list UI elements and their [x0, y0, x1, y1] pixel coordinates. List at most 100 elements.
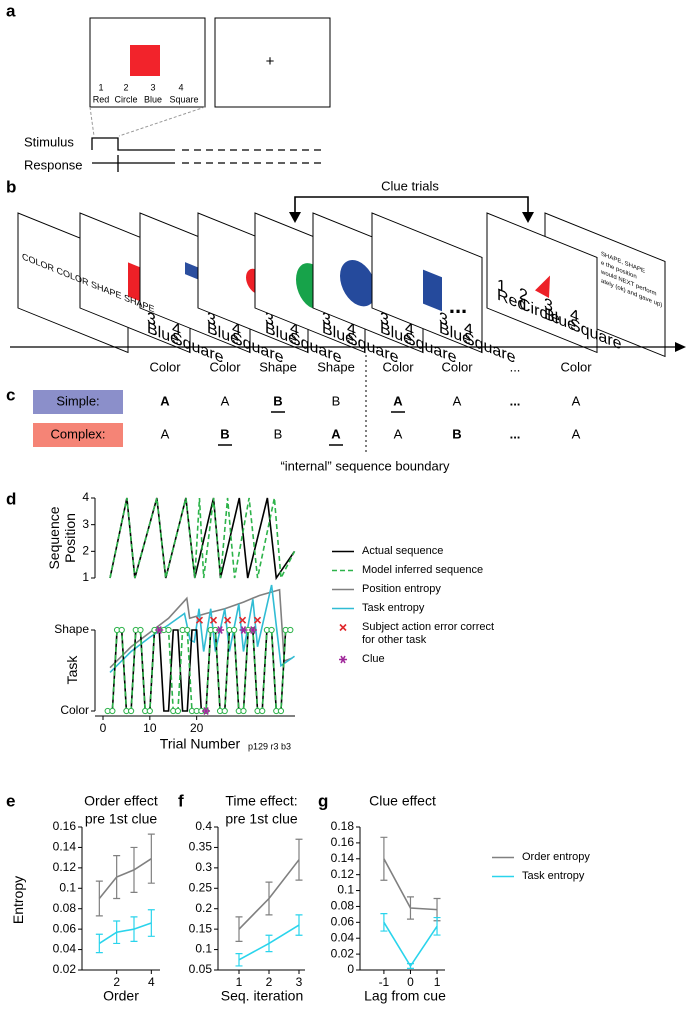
y-tick-label: 3 [82, 517, 89, 531]
response: A [331, 426, 341, 441]
y-axis-label: Task [64, 655, 80, 685]
error-bar [147, 833, 155, 884]
legend-label: Order entropy [522, 851, 590, 863]
arrow-head [522, 212, 534, 223]
marker [165, 626, 172, 634]
marker [155, 626, 164, 634]
x-tick-label: 0 [100, 721, 107, 735]
error-bar [265, 881, 273, 916]
stimulus-shape [535, 275, 550, 299]
legend-swatch [339, 655, 347, 664]
series-line [109, 588, 293, 669]
marker [224, 616, 232, 624]
stimulus-shape [423, 269, 442, 312]
chart-title: Order effect [84, 793, 158, 809]
response: B [452, 426, 461, 441]
x-tick-label: 20 [190, 721, 204, 735]
cell-name: Square [169, 94, 198, 104]
panel-label: f [178, 791, 184, 810]
error-bar [380, 836, 388, 881]
y-tick-label: 0.02 [53, 962, 77, 976]
legend-label: Model inferred sequence [362, 564, 484, 576]
stimulus-square [130, 45, 160, 76]
error-bar [235, 916, 243, 942]
cell-number: 4 [178, 82, 183, 92]
response: B [274, 426, 283, 441]
x-tick-label: 4 [148, 975, 155, 989]
y-tick-label: 0.08 [53, 901, 77, 915]
marker [339, 623, 347, 632]
y-tick-label: 0.25 [189, 880, 213, 894]
x-tick-label: 0 [407, 975, 414, 989]
task-label: Color [209, 359, 241, 374]
response: B [273, 393, 282, 408]
marker [231, 626, 238, 634]
error-bar [433, 916, 441, 936]
cell-number: 4 [347, 318, 356, 340]
y-tick-label: 0.1 [59, 880, 76, 894]
legend-label: Actual sequence [362, 545, 444, 557]
legend-item: Actual sequence [330, 545, 497, 558]
x-tick-label: 1 [434, 975, 441, 989]
arrow-head [675, 342, 686, 352]
legend-item: Task entropy [330, 602, 497, 615]
chart-title: Clue effect [369, 793, 436, 809]
chart-subtitle: pre 1st clue [225, 811, 298, 827]
y-tick-label: 0.35 [189, 840, 213, 854]
marker [184, 626, 191, 634]
y-tick-label: 0.16 [53, 819, 77, 833]
marker [216, 626, 225, 634]
y-tick-label: 0.12 [331, 867, 355, 881]
marker [146, 707, 153, 715]
legend: Actual sequence Model inferred sequence Po… [330, 545, 497, 672]
error-bar [235, 953, 243, 967]
x-axis-label: Trial Number [160, 736, 241, 752]
response: B [220, 426, 229, 441]
error-bar [95, 880, 103, 917]
stimulus-shape [340, 260, 376, 307]
panel-label: b [6, 177, 16, 196]
cell-number: 4 [464, 318, 473, 340]
condition-box [33, 423, 123, 447]
cards: 3Blue4Square3Blue4Square3Blue4Square3Blu… [17, 212, 666, 367]
legend-item: Model inferred sequence [330, 564, 497, 577]
cell-number: 1 [497, 275, 506, 297]
y-tick-label: 0.1 [195, 942, 212, 956]
cell-number: 3 [380, 308, 389, 330]
legend-label: Position entropy [362, 583, 441, 595]
marker [127, 707, 135, 715]
cell-number: 3 [439, 308, 448, 330]
cell-name: Red [93, 94, 110, 104]
response: B [332, 393, 341, 408]
y-tick-label: 0.1 [337, 883, 354, 897]
x-axis-label: Lag from cue [364, 988, 446, 1004]
y-tick-label: 0.06 [331, 915, 355, 929]
cell-name: Circle [114, 94, 137, 104]
response: A [221, 393, 230, 408]
legend: Order entropy Task entropy [490, 851, 657, 889]
cell-number: 3 [147, 308, 156, 330]
legend-swatch [492, 856, 514, 859]
cell-number: 3 [322, 308, 331, 330]
error-bar [295, 838, 303, 881]
clue-label: Clue trials [381, 178, 439, 193]
y-tick-label: 0.04 [331, 930, 355, 944]
panel-label: e [6, 791, 15, 810]
stimulus-shape [185, 262, 201, 281]
legend-item: Task entropy [490, 870, 657, 883]
cell-number: 3 [544, 294, 553, 316]
legend-item: Clue [330, 653, 497, 666]
y-tick-label: 0.14 [331, 851, 355, 865]
error-bar [406, 963, 414, 970]
response: A [572, 426, 581, 441]
series-line [109, 497, 296, 581]
zoom-line [89, 106, 206, 137]
marker [339, 655, 347, 664]
response: ... [510, 426, 521, 441]
legend-label: Task entropy [522, 870, 585, 882]
legend-swatch [332, 569, 354, 572]
boundary-label: “internal” sequence boundary [280, 458, 450, 473]
note: p129 r3 b3 [248, 741, 291, 751]
